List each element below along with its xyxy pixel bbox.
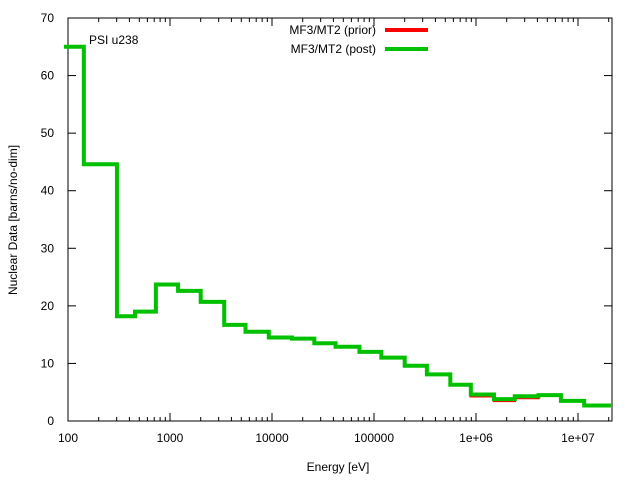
x-tick-label: 10000 — [255, 431, 289, 445]
y-tick-label: 40 — [41, 184, 55, 198]
x-tick-label: 1e+06 — [459, 431, 493, 445]
series-line-post — [64, 44, 611, 408]
y-axis-label: Nuclear Data [barns/no-dim] — [6, 145, 20, 295]
x-tick-label: 1000 — [157, 431, 184, 445]
legend-label-post: MF3/MT2 (post) — [291, 42, 376, 56]
x-tick-label: 100 — [58, 431, 78, 445]
y-tick-label: 10 — [41, 356, 55, 370]
legend: MF3/MT2 (prior) MF3/MT2 (post) — [289, 23, 428, 56]
annotation: PSI u238 — [89, 33, 139, 47]
x-tick-label: 100000 — [354, 431, 394, 445]
y-tick-label: 30 — [41, 241, 55, 255]
y-tick-label: 20 — [41, 299, 55, 313]
y-tick-label: 60 — [41, 69, 55, 83]
x-axis-label: Energy [eV] — [307, 460, 370, 474]
legend-label-prior: MF3/MT2 (prior) — [289, 23, 376, 37]
plot-frame — [67, 17, 613, 422]
y-tick-label: 70 — [41, 11, 55, 25]
y-tick-label: 0 — [47, 414, 54, 428]
series-line-prior — [64, 45, 611, 407]
y-tick-label: 50 — [41, 126, 55, 140]
x-tick-label: 1e+07 — [561, 431, 595, 445]
